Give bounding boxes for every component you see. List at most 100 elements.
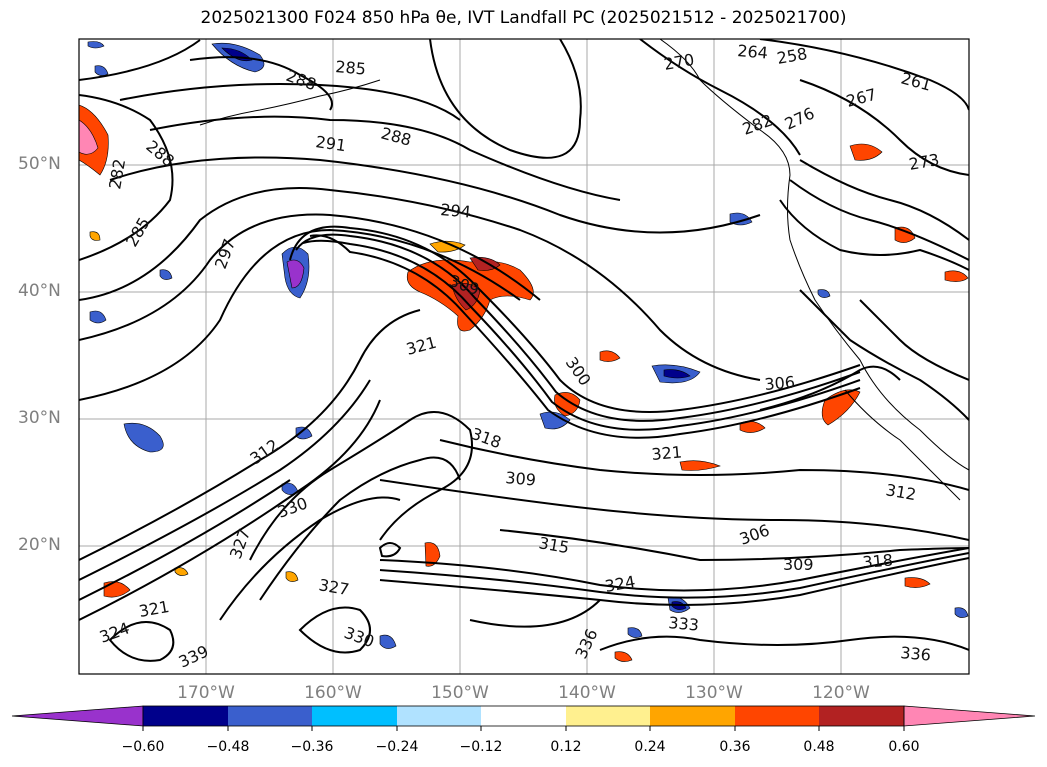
negative-shading-part	[954, 607, 969, 618]
lon-label-150w: 150°W	[431, 683, 489, 703]
colorbar-tick-label: 0.48	[803, 739, 835, 755]
positive-shading-part	[944, 270, 969, 282]
theta-e-contours-part	[859, 299, 969, 381]
map-figure-part	[79, 39, 969, 674]
lon-label-140w: 140°W	[558, 683, 616, 703]
colorbar	[11, 705, 1036, 731]
contour-label: 309	[783, 555, 814, 574]
lat-label-50n: 50°N	[18, 154, 61, 174]
theta-e-contours	[79, 39, 969, 662]
lon-label-120w: 120°W	[812, 683, 870, 703]
colorbar-segment	[11, 705, 144, 727]
positive-shading-part	[285, 571, 299, 582]
theta-e-contours-part	[379, 479, 969, 541]
colorbar-tick-label: −0.48	[206, 739, 250, 755]
theta-e-contours-part	[759, 39, 969, 111]
theta-e-contours-part	[309, 234, 861, 439]
theta-e-contours-part	[119, 83, 461, 121]
theta-e-contours-part	[149, 115, 621, 201]
positive-shading-part	[89, 231, 101, 241]
theta-e-contours-part	[79, 213, 541, 341]
positive-shading-part	[849, 143, 883, 161]
theta-e-contours-part	[379, 552, 969, 599]
theta-e-contours-part	[79, 187, 761, 381]
theta-e-contours-part	[799, 159, 969, 241]
theta-e-contours-part	[259, 456, 461, 601]
contour-label: 318	[862, 550, 894, 572]
positive-shading-part	[904, 577, 931, 588]
colorbar-tick-label: −0.12	[459, 739, 503, 755]
contour-label: 336	[900, 643, 932, 665]
negative-shading-part	[87, 41, 105, 49]
theta-e-contours-part	[298, 606, 371, 654]
coastline-part	[199, 79, 381, 126]
lon-label-130w: 130°W	[685, 683, 743, 703]
theta-e-contours-part	[79, 379, 371, 581]
lat-label-30n: 30°N	[18, 408, 61, 428]
positive-shading-part	[599, 350, 621, 362]
colorbar-segment	[312, 706, 397, 726]
theta-e-contours-part	[378, 542, 402, 558]
colorbar-segment	[903, 705, 1036, 727]
positive-shading-part	[174, 567, 189, 576]
contour-label: 285	[335, 57, 367, 79]
negative-shading-part	[663, 369, 691, 379]
colorbar-segment	[481, 706, 566, 726]
colorbar-tick-label: −0.36	[290, 739, 334, 755]
positive-shading-part	[679, 460, 721, 471]
theta-e-contours-part	[289, 225, 861, 413]
theta-e-contours-part	[79, 399, 381, 621]
theta-e-contours-part	[189, 56, 333, 111]
theta-e-contours-part	[469, 599, 601, 628]
contour-label: 321	[651, 442, 683, 464]
negative-shading-part	[379, 634, 397, 649]
contour-label: 264	[737, 41, 769, 63]
theta-e-contours-part	[379, 547, 969, 592]
colorbar-part	[142, 705, 905, 727]
positive-shading-part	[554, 392, 581, 417]
theta-e-contours-part	[429, 39, 582, 159]
negative-shading-part	[123, 422, 164, 453]
contour-label: 294	[440, 200, 472, 222]
theta-e-contours-part	[302, 239, 861, 431]
colorbar-tick-label: −0.24	[375, 739, 419, 755]
colorbar-segment	[228, 706, 312, 726]
theta-e-contours-part	[499, 529, 969, 562]
coastline-part	[844, 389, 961, 501]
theta-e-contours-part	[108, 621, 175, 662]
map-panel	[79, 39, 969, 674]
negative-shading-part	[286, 259, 305, 289]
colorbar-part	[142, 726, 905, 731]
colorbar-tick-label: 0.24	[634, 739, 666, 755]
negative-shading-part	[89, 310, 107, 324]
theta-e-contours-part	[219, 496, 401, 621]
theta-e-contours-part	[779, 199, 969, 271]
theta-e-contours-part	[439, 439, 969, 491]
contour-label: 333	[668, 613, 700, 635]
theta-e-contours-part	[599, 635, 969, 651]
theta-e-contours-part	[295, 233, 861, 422]
theta-e-contours-part	[379, 557, 969, 606]
positive-shading-part	[79, 119, 99, 155]
theta-e-contours-part	[639, 39, 801, 156]
map-frame	[78, 38, 970, 675]
colorbar-segment	[735, 706, 819, 726]
positive-shading-part	[424, 542, 441, 567]
colorbar-tick-label: 0.60	[888, 739, 920, 755]
coastline-part	[659, 39, 969, 471]
theta-e-contours-part	[79, 309, 421, 561]
contour-label: 306	[764, 372, 796, 394]
theta-e-contours-part	[789, 179, 969, 261]
negative-shading-part	[159, 269, 173, 280]
negative-shading-part	[817, 289, 831, 298]
theta-e-contours-part	[79, 479, 291, 601]
theta-e-contours-part	[79, 94, 174, 261]
map-title: 2025021300 F024 850 hPa θe, IVT Landfall…	[200, 8, 847, 28]
lat-label-40n: 40°N	[18, 281, 61, 301]
colorbar-segment	[650, 706, 735, 726]
colorbar-segment	[397, 706, 481, 726]
positive-shading-part	[614, 651, 633, 662]
coastline	[199, 39, 969, 501]
theta-e-contours-part	[759, 365, 901, 411]
